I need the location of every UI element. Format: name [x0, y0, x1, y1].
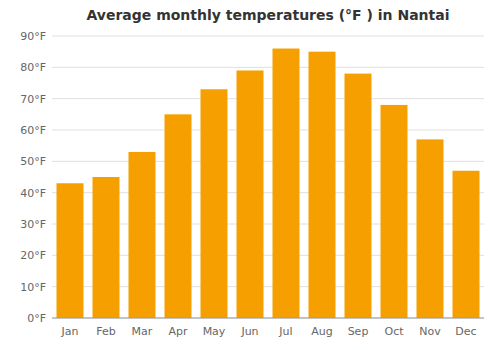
x-tick-label: Jul — [278, 325, 292, 338]
grid-line — [52, 36, 484, 37]
x-axis: Jan Feb Mar Apr May Jun Jul Aug Sep Oct Nov Dec — [52, 36, 484, 338]
x-tick-label: Jun — [240, 325, 258, 338]
y-tick-label: 80°F — [20, 61, 46, 74]
grid-line — [52, 130, 484, 131]
y-tick-label: 20°F — [20, 249, 46, 262]
grid-line — [52, 67, 484, 68]
bar — [93, 177, 120, 318]
y-tick-label: 0°F — [27, 312, 46, 325]
y-tick-label: 60°F — [20, 124, 46, 137]
bar — [345, 74, 372, 318]
bar — [237, 70, 264, 318]
bars — [57, 49, 480, 318]
y-axis: 0°F 10°F 20°F 30°F 40°F 50°F 60°F 70°F 80°F 90°F — [20, 30, 46, 325]
x-axis-line — [52, 318, 484, 319]
x-tick-label: Mar — [132, 325, 153, 338]
bar — [57, 183, 84, 318]
y-tick-label: 50°F — [20, 155, 46, 168]
x-tick-label: Sep — [348, 325, 369, 338]
bar — [417, 139, 444, 318]
chart-title: Average monthly temperatures (°F ) in Na… — [86, 7, 449, 23]
y-tick-label: 70°F — [20, 93, 46, 106]
x-tick-label: Jan — [61, 325, 79, 338]
y-tick-label: 30°F — [20, 218, 46, 231]
y-tick-label: 10°F — [20, 281, 46, 294]
plot-top-edge — [52, 36, 484, 37]
bar — [453, 171, 480, 318]
bar — [201, 89, 228, 318]
bar — [381, 105, 408, 318]
grid-line — [52, 318, 484, 319]
x-tick-label: Aug — [311, 325, 332, 338]
grid-line — [52, 98, 484, 99]
x-tick-label: Dec — [455, 325, 476, 338]
bar — [165, 114, 192, 318]
grid — [52, 36, 484, 318]
y-tick-label: 90°F — [20, 30, 46, 43]
y-tick-label: 40°F — [20, 187, 46, 200]
bar — [129, 152, 156, 318]
x-tick-label: Nov — [419, 325, 441, 338]
x-tick-label: Feb — [96, 325, 115, 338]
x-tick-label: May — [203, 325, 226, 338]
bar — [309, 52, 336, 318]
x-tick-label: Oct — [384, 325, 404, 338]
x-tick-label: Apr — [168, 325, 188, 338]
bar — [273, 49, 300, 318]
chart-svg: Average monthly temperatures (°F ) in Na… — [0, 0, 500, 350]
chart-container: Average monthly temperatures (°F ) in Na… — [0, 0, 500, 350]
